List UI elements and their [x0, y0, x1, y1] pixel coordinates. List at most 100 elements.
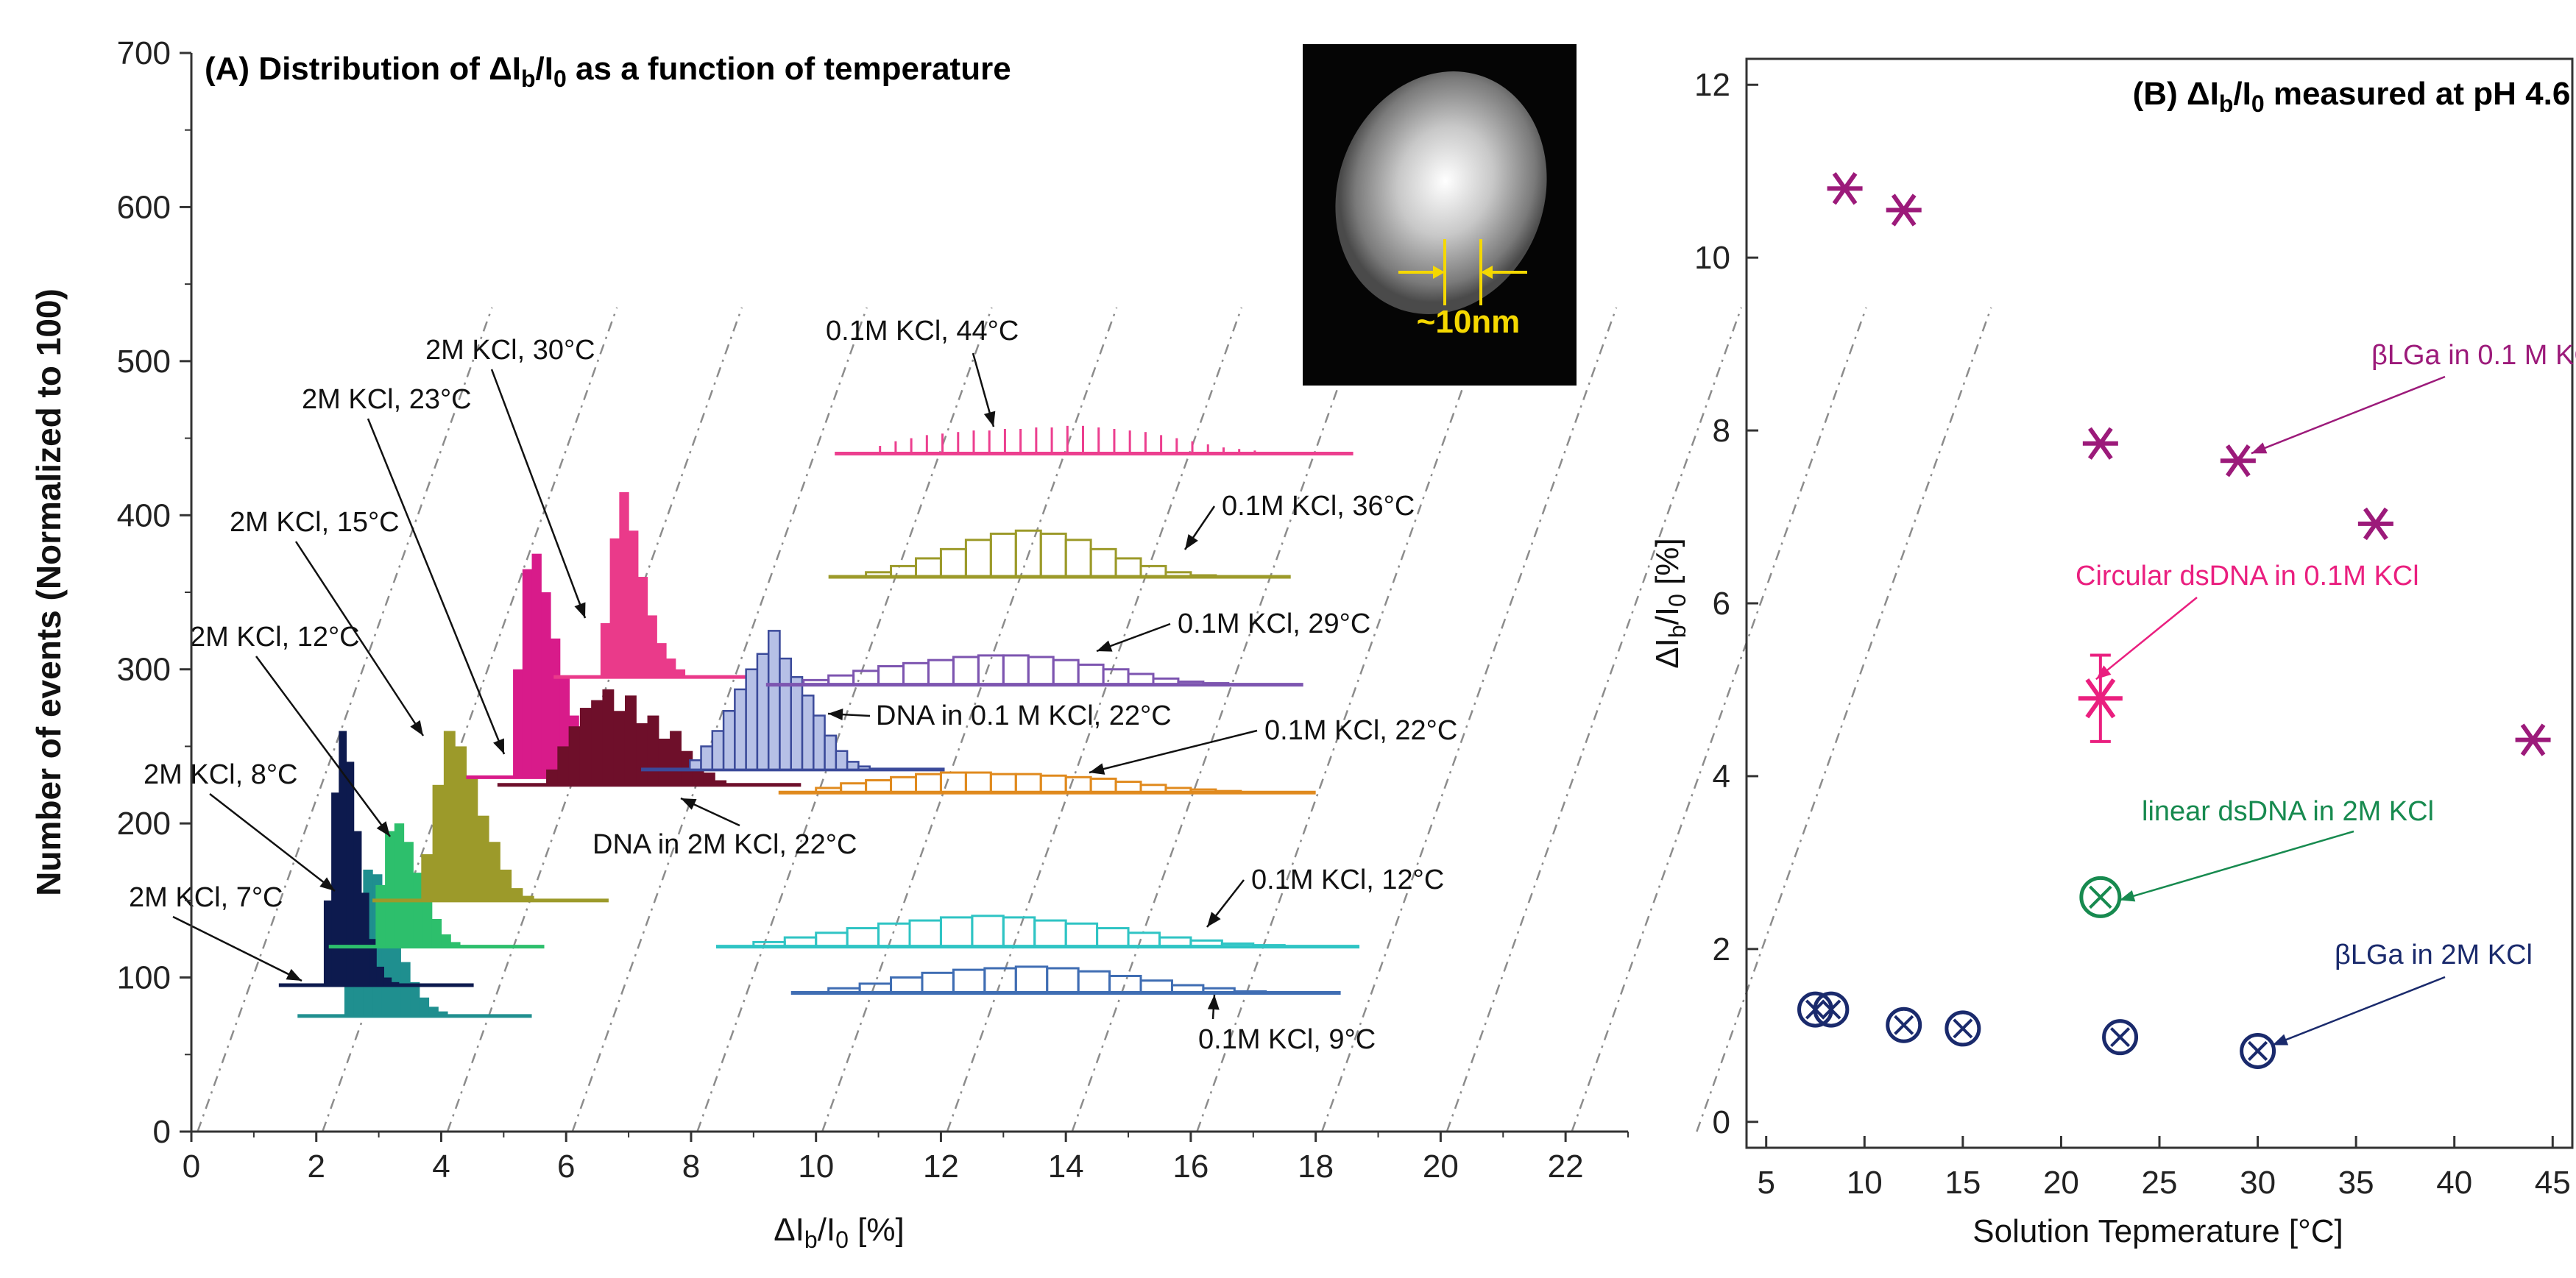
afm-particle: [1335, 71, 1547, 314]
a-bar: [1164, 571, 1192, 578]
a-x-tick-label: 10: [798, 1149, 834, 1185]
b-marker-circle-x: [2240, 1032, 2276, 1069]
a-bar: [323, 900, 332, 986]
a-bar: [715, 780, 727, 785]
b-y-tick-label: 6: [1713, 586, 1730, 622]
a-bar: [815, 931, 849, 948]
a-bar: [438, 1011, 448, 1016]
a-bar: [964, 771, 992, 794]
a-bar: [767, 630, 781, 771]
a-y-tick-label: 300: [117, 652, 171, 688]
a-bar: [422, 897, 433, 947]
a-x-tick-label: 14: [1048, 1149, 1084, 1185]
a-bar: [1139, 979, 1173, 995]
a-series-arrow: [209, 793, 336, 892]
a-bar: [331, 792, 339, 986]
a-title-suffix: as a function of temperature: [567, 51, 1011, 87]
a-bar: [375, 884, 386, 947]
a-x-tick-label: 16: [1172, 1149, 1209, 1185]
a-y-tick-label: 200: [117, 806, 171, 842]
a-bar: [964, 539, 992, 578]
a-bar: [447, 1014, 458, 1016]
a-x-tick-label: 12: [923, 1149, 959, 1185]
a-x-axis-label: ΔIb/I0 [%]: [774, 1212, 904, 1253]
a-bar: [752, 940, 786, 948]
b-y-ticks: 0 2 4 6 8 10 12: [1694, 67, 1758, 1140]
a-bar: [591, 677, 601, 678]
a-bar: [908, 919, 942, 948]
b-y-tick-label: 4: [1713, 759, 1730, 795]
a-bar: [1064, 539, 1092, 578]
a-bar: [428, 1007, 439, 1016]
a-bar: [500, 869, 512, 901]
a-bar: [531, 553, 542, 778]
a-bar: [1014, 965, 1049, 995]
a-bar: [1164, 787, 1192, 794]
a-bar: [846, 927, 880, 948]
a-histogram-dna-in-2m-kcl-22-c: [497, 689, 802, 787]
a-bar: [459, 945, 470, 947]
a-bar: [939, 916, 974, 948]
a-bar: [391, 981, 400, 986]
a-bar: [346, 762, 355, 986]
a-guide-line: [197, 307, 493, 1132]
a-bar: [700, 745, 714, 771]
a-bar: [443, 731, 456, 901]
a-bar: [432, 784, 445, 901]
b-series-label: Circular dsDNA in 0.1M KCl: [2076, 561, 2419, 592]
a-histogram-0-1m-kcl-36-c: [828, 529, 1291, 579]
a-y-ticks: 0 100 200 300 400 500 600 700: [117, 35, 191, 1150]
b-series-label: βLGa in 2M KCl: [2335, 940, 2533, 970]
a-bar: [647, 715, 659, 785]
a-bar: [557, 746, 570, 785]
b-y-tick-label: 2: [1713, 931, 1730, 968]
a-series-label: 2M KCl, 15°C: [230, 507, 400, 538]
a-bar: [877, 665, 905, 686]
a-series-arrow: [680, 797, 740, 827]
b-marker-circle-x: [1945, 1010, 1981, 1047]
b-marker-circle-x: [2079, 876, 2122, 918]
a-bar: [316, 985, 325, 987]
a-histograms: [278, 425, 1360, 1018]
a-histogram-2m-kcl-15-c: [372, 731, 609, 903]
b-marker-asterisk: [2515, 723, 2551, 756]
b-marker-asterisk: [2078, 678, 2123, 719]
a-bar: [865, 779, 893, 794]
a-annotations: 2M KCl, 7°C 2M KCl, 8°C 2M KCl, 12°C 2M KCl…: [129, 316, 1457, 1055]
a-bar: [511, 888, 523, 901]
a-bar: [666, 658, 676, 678]
a-title-prefix: (A) Distribution of: [205, 51, 489, 87]
a-series-label: 0.1M KCl, 12°C: [1251, 865, 1444, 895]
a-guide-line: [1696, 307, 1992, 1132]
a-bar: [503, 777, 514, 778]
a-series-arrow: [490, 369, 587, 619]
a-bar: [421, 854, 434, 901]
a-x-tick-label: 6: [557, 1149, 575, 1185]
b-title-prefix: (B): [2133, 76, 2187, 112]
a-series-arrow: [1089, 729, 1258, 775]
a-histogram-dna-in-0-1-m-kcl-22-c: [641, 630, 945, 772]
a-bar: [939, 771, 967, 794]
a-x-tick-label: 22: [1548, 1149, 1584, 1185]
b-y-tick-label: 10: [1694, 240, 1730, 276]
b-x-ticks: 5 10 15 20 25 30 35 40 45: [1757, 1136, 2571, 1201]
a-bar: [779, 657, 792, 771]
a-bar: [413, 873, 423, 947]
a-bar: [1046, 967, 1080, 995]
b-x-axis-label: Solution Tepmerature [°C]: [1972, 1213, 2343, 1249]
a-bar: [852, 670, 880, 686]
a-bar: [1202, 987, 1236, 995]
a-x-tick-label: 4: [432, 1149, 450, 1185]
a-bar: [790, 675, 804, 771]
b-series-label: βLGa in 0.1 M KCl: [2371, 340, 2576, 371]
a-bar: [1202, 682, 1230, 686]
a-bar: [952, 656, 980, 686]
a-series-label: 2M KCl, 23°C: [302, 384, 472, 415]
a-series-arrow: [1206, 879, 1245, 928]
panel-b: 5 10 15 20 25 30 35 40 45 0 2 4 6 8 10 12 βLGa in 0.1 …: [1649, 57, 2576, 1249]
a-bar: [394, 823, 405, 947]
a-bar: [1189, 574, 1217, 578]
b-title: (B) ΔIb/I0 measured at pH 4.6: [2133, 76, 2571, 117]
b-annotations: βLGa in 0.1 M KCl Circular dsDNA in 0.1M …: [2076, 340, 2576, 1046]
